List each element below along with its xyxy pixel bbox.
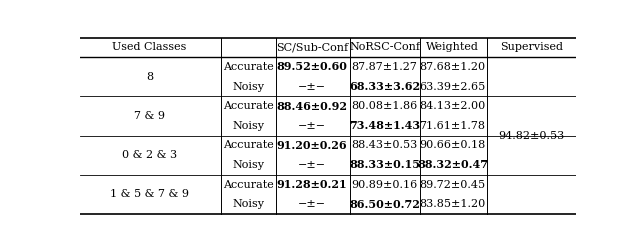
Text: Accurate: Accurate bbox=[223, 180, 274, 189]
Text: 7 & 9: 7 & 9 bbox=[134, 111, 165, 121]
Text: 87.68±1.20: 87.68±1.20 bbox=[419, 62, 486, 72]
Text: 91.20±0.26: 91.20±0.26 bbox=[277, 140, 348, 151]
Text: SC/Sub-Conf: SC/Sub-Conf bbox=[276, 42, 348, 52]
Text: 90.66±0.18: 90.66±0.18 bbox=[419, 140, 486, 150]
Text: 73.48±1.43: 73.48±1.43 bbox=[349, 120, 420, 131]
Text: Accurate: Accurate bbox=[223, 101, 274, 111]
Text: Noisy: Noisy bbox=[233, 81, 265, 92]
Text: 88.43±0.53: 88.43±0.53 bbox=[351, 140, 418, 150]
Text: NoRSC-Conf: NoRSC-Conf bbox=[349, 42, 420, 52]
Text: 88.33±0.15: 88.33±0.15 bbox=[349, 159, 420, 171]
Text: 94.82±0.53: 94.82±0.53 bbox=[498, 130, 564, 140]
Text: Noisy: Noisy bbox=[233, 160, 265, 170]
Text: 84.13±2.00: 84.13±2.00 bbox=[419, 101, 486, 111]
Text: 0 & 2 & 3: 0 & 2 & 3 bbox=[122, 150, 177, 160]
Text: −±−: −±− bbox=[298, 81, 326, 92]
Text: −±−: −±− bbox=[298, 121, 326, 131]
Text: Accurate: Accurate bbox=[223, 140, 274, 150]
Text: −±−: −±− bbox=[298, 160, 326, 170]
Text: Noisy: Noisy bbox=[233, 121, 265, 131]
Text: 88.46±0.92: 88.46±0.92 bbox=[276, 101, 348, 112]
Text: −±−: −±− bbox=[298, 199, 326, 209]
Text: Accurate: Accurate bbox=[223, 62, 274, 72]
Text: 8: 8 bbox=[146, 72, 153, 82]
Text: 63.39±2.65: 63.39±2.65 bbox=[419, 81, 486, 92]
Text: 87.87±1.27: 87.87±1.27 bbox=[351, 62, 417, 72]
Text: 91.28±0.21: 91.28±0.21 bbox=[277, 179, 348, 190]
Text: 89.52±0.60: 89.52±0.60 bbox=[276, 62, 348, 72]
Text: 68.33±3.62: 68.33±3.62 bbox=[349, 81, 420, 92]
Text: Used Classes: Used Classes bbox=[112, 42, 187, 52]
Text: 83.85±1.20: 83.85±1.20 bbox=[419, 199, 486, 209]
Text: 90.89±0.16: 90.89±0.16 bbox=[351, 180, 418, 189]
Text: 80.08±1.86: 80.08±1.86 bbox=[351, 101, 418, 111]
Text: 1 & 5 & 7 & 9: 1 & 5 & 7 & 9 bbox=[110, 189, 189, 199]
Text: 86.50±0.72: 86.50±0.72 bbox=[349, 199, 420, 210]
Text: Weighted: Weighted bbox=[426, 42, 479, 52]
Text: Supervised: Supervised bbox=[500, 42, 563, 52]
Text: 88.32±0.47: 88.32±0.47 bbox=[417, 159, 488, 171]
Text: 71.61±1.78: 71.61±1.78 bbox=[419, 121, 486, 131]
Text: 89.72±0.45: 89.72±0.45 bbox=[419, 180, 486, 189]
Text: Noisy: Noisy bbox=[233, 199, 265, 209]
